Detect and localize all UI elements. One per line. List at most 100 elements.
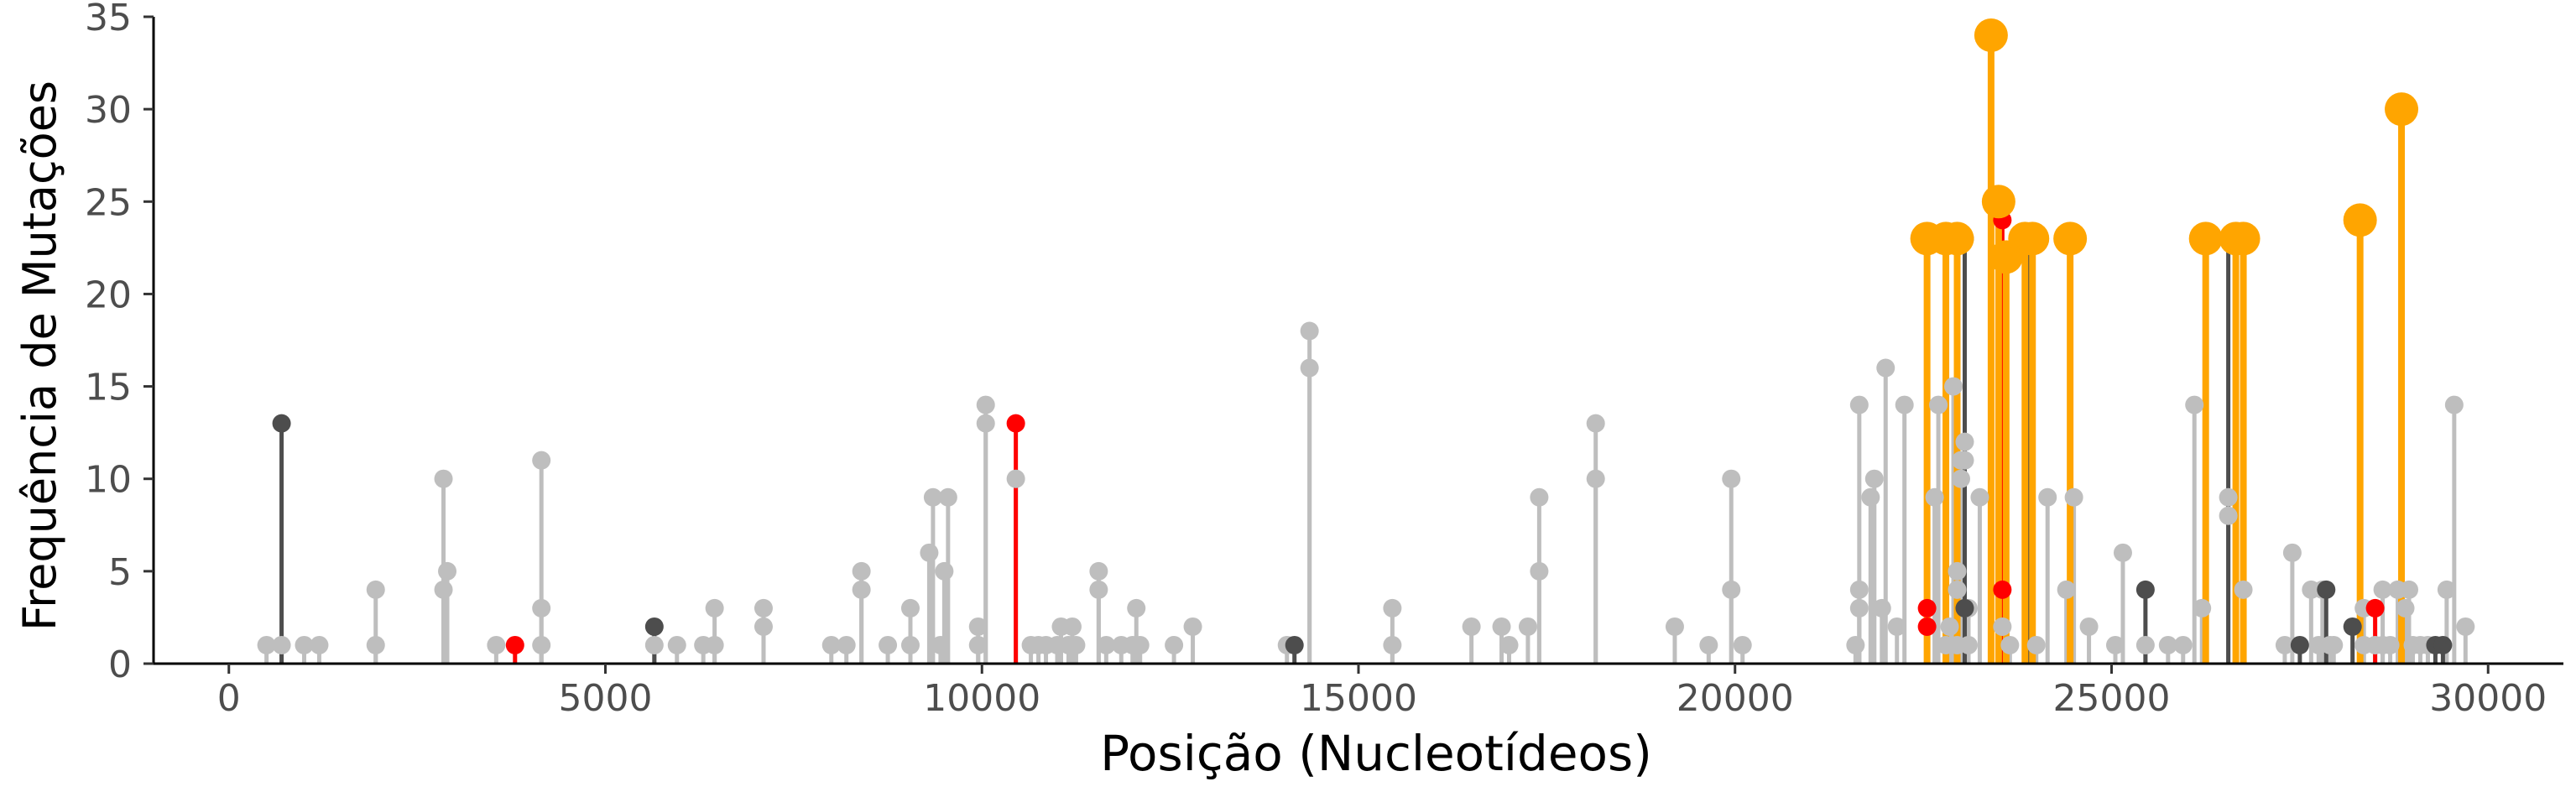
- data-point-grey: [968, 617, 988, 636]
- data-point-grey: [2057, 580, 2076, 599]
- data-point-grey: [1462, 617, 1481, 636]
- data-point-grey: [1006, 469, 1025, 488]
- data-point-orange: [2343, 203, 2377, 237]
- y-tick-label: 10: [85, 459, 132, 502]
- data-point-grey: [1492, 617, 1511, 636]
- data-point-grey: [1062, 617, 1082, 636]
- data-point-grey: [821, 635, 841, 654]
- data-point-grey: [1089, 580, 1108, 599]
- y-tick-label: 35: [85, 0, 132, 39]
- data-point-orange: [1974, 18, 2008, 53]
- data-point-grey: [1944, 377, 1963, 396]
- data-point-grey: [1699, 635, 1718, 654]
- data-point-grey: [1864, 469, 1884, 488]
- data-point-grey: [1876, 358, 1895, 378]
- x-tick-label: 0: [217, 677, 241, 720]
- data-point-grey: [272, 635, 291, 654]
- data-point-grey: [2380, 635, 2400, 654]
- y-tick-label: 5: [108, 551, 132, 594]
- data-point-grey: [257, 635, 276, 654]
- data-point-dark: [2433, 635, 2453, 654]
- data-point-dark: [2317, 580, 2336, 599]
- data-point-grey: [1955, 432, 1974, 451]
- x-axis-title: Posição (Nucleotídeos): [1100, 725, 1652, 782]
- data-point-grey: [2026, 635, 2046, 654]
- x-tick-label: 20000: [1676, 677, 1794, 720]
- data-point-grey: [1872, 598, 1891, 617]
- data-point-grey: [2373, 580, 2392, 599]
- y-tick-label: 30: [85, 89, 132, 132]
- data-point-grey: [2185, 395, 2204, 414]
- data-point-orange: [1981, 185, 2015, 219]
- data-point-grey: [2079, 617, 2099, 636]
- data-point-grey: [1733, 635, 1752, 654]
- x-tick-label: 15000: [1300, 677, 1417, 720]
- data-point-grey: [938, 487, 957, 507]
- lollipop-stems: [264, 35, 2468, 664]
- data-point-grey: [1887, 617, 1906, 636]
- data-point-grey: [1586, 414, 1605, 433]
- data-point-dark: [644, 617, 664, 636]
- data-point-orange: [1940, 221, 1974, 256]
- data-point-grey: [968, 635, 988, 654]
- data-point-orange: [2226, 221, 2261, 256]
- x-tick-label: 10000: [923, 677, 1040, 720]
- data-point-grey: [2400, 580, 2419, 599]
- data-point-grey: [310, 635, 329, 654]
- data-point-grey: [1993, 617, 2012, 636]
- data-point-grey: [2234, 580, 2253, 599]
- x-tick-label: 25000: [2053, 677, 2171, 720]
- data-point-dark: [1955, 598, 1974, 617]
- data-point-grey: [1127, 598, 1146, 617]
- data-point-grey: [2064, 487, 2083, 507]
- data-point-grey: [1940, 617, 1959, 636]
- data-point-grey: [1849, 598, 1869, 617]
- data-point-grey: [705, 635, 724, 654]
- data-point-grey: [1066, 635, 1086, 654]
- data-point-grey: [2324, 635, 2344, 654]
- data-point-grey: [2193, 598, 2212, 617]
- x-axis-ticks: 0 5000 10000 15000 20000 25000 30000: [217, 664, 2547, 720]
- y-tick-label: 25: [85, 181, 132, 224]
- data-point-grey: [923, 487, 942, 507]
- data-point-grey: [1665, 617, 1684, 636]
- data-point-grey: [295, 635, 314, 654]
- data-point-grey: [852, 561, 871, 581]
- data-point-grey: [1970, 487, 1989, 507]
- data-point-dark: [2343, 617, 2362, 636]
- data-point-grey: [1518, 617, 1537, 636]
- lollipop-points: [257, 18, 2475, 654]
- x-tick-label: 5000: [559, 677, 653, 720]
- data-point-orange: [2015, 221, 2050, 256]
- data-point-grey: [1948, 580, 1967, 599]
- data-point-grey: [532, 598, 551, 617]
- data-point-grey: [1958, 635, 1978, 654]
- data-point-grey: [2173, 635, 2193, 654]
- data-point-red: [1006, 414, 1025, 433]
- data-point-grey: [1383, 598, 1402, 617]
- data-point-orange: [2385, 92, 2419, 127]
- data-point-grey: [2437, 580, 2456, 599]
- data-point-grey: [1955, 451, 1974, 470]
- data-point-red: [1993, 580, 2012, 599]
- y-axis-title: Frequência de Mutações: [13, 81, 66, 631]
- data-point-grey: [1499, 635, 1519, 654]
- data-point-grey: [1165, 635, 1184, 654]
- data-point-dark: [1285, 635, 1304, 654]
- data-point-grey: [1130, 635, 1150, 654]
- data-point-grey: [2396, 598, 2415, 617]
- data-point-grey: [2038, 487, 2057, 507]
- data-point-grey: [1722, 580, 1741, 599]
- data-point-grey: [2105, 635, 2125, 654]
- data-point-grey: [1586, 469, 1605, 488]
- x-tick-label: 30000: [2429, 677, 2547, 720]
- y-tick-label: 20: [85, 274, 132, 316]
- data-point-orange: [2053, 221, 2088, 256]
- data-point-grey: [2219, 506, 2238, 525]
- data-point-grey: [920, 543, 939, 562]
- y-tick-label: 15: [85, 367, 132, 409]
- data-point-orange: [2188, 221, 2223, 256]
- data-point-red: [1917, 598, 1937, 617]
- data-point-grey: [900, 598, 920, 617]
